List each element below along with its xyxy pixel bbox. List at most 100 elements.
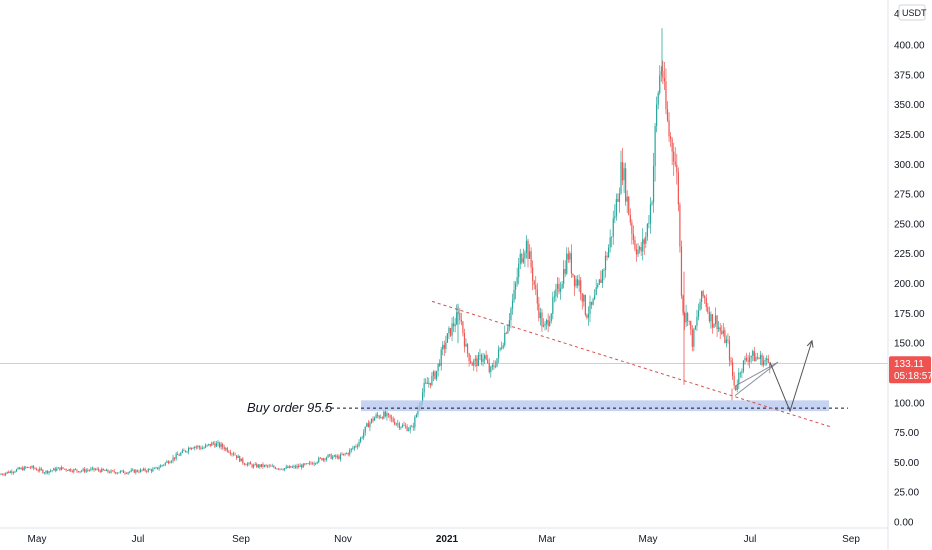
candle-body	[198, 446, 200, 448]
candle-body	[237, 456, 239, 459]
candle-body	[347, 453, 349, 455]
candle-body	[1, 474, 4, 475]
candle-body	[646, 223, 648, 237]
candle-body	[629, 214, 631, 223]
candle-body	[718, 327, 720, 330]
candle-body	[155, 467, 157, 469]
candle-body	[333, 455, 335, 457]
candle-body	[81, 470, 83, 472]
candle-body	[680, 246, 683, 296]
candle-body	[201, 448, 204, 449]
candle-body	[231, 453, 233, 455]
candle-body	[34, 468, 36, 470]
buy-zone-rect[interactable]	[361, 400, 829, 412]
drawings-layer: Buy order 95.5	[0, 300, 888, 428]
candle-body	[507, 326, 509, 334]
candle-body	[93, 467, 95, 470]
candle-body	[697, 310, 700, 317]
candle-body	[200, 447, 202, 449]
candle-body	[265, 465, 267, 466]
candle-body	[394, 421, 396, 425]
candle-body	[161, 465, 163, 466]
candle-body	[189, 447, 191, 450]
candle-body	[702, 291, 704, 297]
candle-body	[141, 469, 143, 471]
last-price-badge[interactable]	[889, 356, 931, 384]
candle-body	[28, 467, 30, 468]
candle-body	[532, 267, 534, 281]
candle-body	[696, 316, 698, 326]
candle-body	[180, 452, 182, 456]
candle-body	[327, 454, 329, 458]
candle-body	[541, 312, 543, 327]
candle-body	[446, 333, 448, 343]
triangle-line[interactable]	[734, 361, 779, 396]
candle-body	[23, 466, 25, 471]
currency-badge[interactable]	[898, 4, 926, 21]
price-tick-label: 4	[894, 9, 900, 20]
candle-body	[101, 468, 103, 473]
candle-body	[750, 355, 752, 358]
bar-countdown: 05:18:57	[894, 371, 932, 382]
candle-body	[152, 468, 154, 472]
candle-body	[738, 372, 740, 385]
candle-body	[240, 458, 242, 462]
candle-body	[116, 472, 118, 474]
candle-body	[11, 471, 13, 473]
candle-body	[759, 355, 762, 359]
triangle-line[interactable]	[734, 361, 779, 387]
candle-body	[245, 464, 247, 466]
candle-body	[234, 454, 236, 456]
candle-body	[403, 425, 405, 426]
candle-body	[104, 470, 106, 471]
candle-body	[254, 464, 256, 465]
candle-body	[485, 355, 487, 360]
time-tick-label: May	[28, 534, 47, 545]
candle-body	[573, 275, 576, 287]
candle-body	[434, 371, 436, 379]
time-axis[interactable]: May Jul Sep Nov 2021 Mar May Jul Sep	[0, 527, 888, 545]
candle-body	[298, 465, 300, 467]
candle-body	[5, 473, 7, 475]
candle-body	[594, 295, 596, 300]
candle-body	[563, 268, 565, 284]
candle-body	[411, 426, 413, 428]
candle-body	[570, 253, 572, 274]
candle-body	[595, 287, 597, 296]
candle-body	[422, 392, 424, 403]
candle-body	[291, 466, 293, 468]
candle-body	[581, 293, 583, 302]
candle-body	[127, 472, 129, 474]
candle-body	[39, 468, 41, 471]
candle-body	[711, 314, 714, 328]
candle-body	[561, 283, 563, 289]
candle-body	[319, 457, 321, 459]
candle-body	[536, 289, 538, 304]
candle-body	[623, 168, 625, 181]
candle-body	[651, 202, 653, 205]
candle-body	[769, 362, 771, 368]
candle-body	[710, 314, 712, 322]
candle-body	[584, 294, 586, 315]
projection-path[interactable]	[769, 340, 813, 413]
candle-body	[553, 296, 555, 298]
candle-body	[538, 303, 540, 319]
price-axis[interactable]: 0.0025.0050.0075.00100.00125.00150.00175…	[887, 0, 932, 550]
candle-body	[22, 467, 24, 471]
candle-body	[618, 193, 621, 202]
candle-body	[497, 349, 500, 359]
candle-body	[99, 470, 101, 473]
candle-body	[460, 320, 462, 322]
candle-body	[660, 71, 662, 76]
price-tick-label: 350.00	[894, 100, 925, 111]
candle-body	[528, 251, 531, 259]
candle-body	[656, 104, 658, 127]
candle-body	[290, 466, 292, 468]
candle-body	[53, 468, 55, 471]
candle-body	[138, 471, 140, 473]
candle-body	[94, 469, 97, 471]
candle-body	[601, 270, 603, 283]
candle-body	[713, 324, 715, 328]
candle-body	[194, 446, 196, 449]
